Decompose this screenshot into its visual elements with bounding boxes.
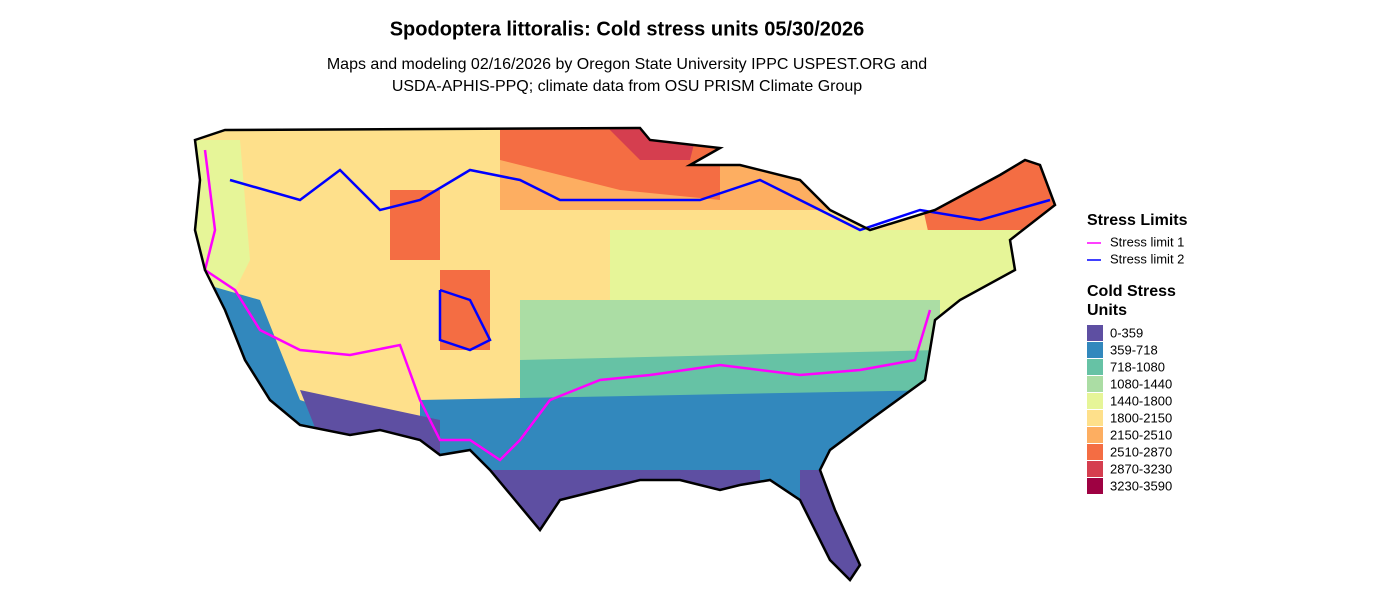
legend-label: 2510-2870 <box>1110 444 1172 459</box>
legend-title: Units <box>1087 302 1127 319</box>
legend-swatch <box>1087 393 1103 409</box>
limit-lines <box>203 149 1051 462</box>
legend-title: Stress Limits <box>1087 212 1188 229</box>
legend-label: 2150-2510 <box>1110 427 1172 442</box>
legend-swatch <box>1087 410 1103 426</box>
country-outline <box>193 126 1057 582</box>
legend-label: 3230-3590 <box>1110 478 1172 493</box>
legend-swatch <box>1087 359 1103 375</box>
legend-title: Cold Stress <box>1087 283 1176 300</box>
legend-swatch <box>1087 461 1103 477</box>
legend-label: 1800-2150 <box>1110 410 1172 425</box>
legend-swatch <box>1087 376 1103 392</box>
legend-label: 1080-1440 <box>1110 376 1172 391</box>
legend-label: 2870-3230 <box>1110 461 1172 476</box>
legend-label: Stress limit 2 <box>1110 251 1184 266</box>
legend-label: 0-359 <box>1110 325 1143 340</box>
legend-swatch <box>1087 478 1103 494</box>
legend-label: 359-718 <box>1110 342 1158 357</box>
legend-swatch <box>1087 427 1103 443</box>
map-fill <box>195 128 1055 580</box>
subtitle: USDA-APHIS-PPQ; climate data from OSU PR… <box>392 78 862 95</box>
legend-label: 718-1080 <box>1110 359 1165 374</box>
legend-label: Stress limit 1 <box>1110 234 1184 249</box>
legend-swatch <box>1087 342 1103 358</box>
legend-swatch <box>1087 444 1103 460</box>
map-title: Spodoptera littoralis: Cold stress units… <box>390 18 865 40</box>
legend-label: 1440-1800 <box>1110 393 1172 408</box>
subtitle: Maps and modeling 02/16/2026 by Oregon S… <box>327 56 927 73</box>
legend-swatch <box>1087 325 1103 341</box>
